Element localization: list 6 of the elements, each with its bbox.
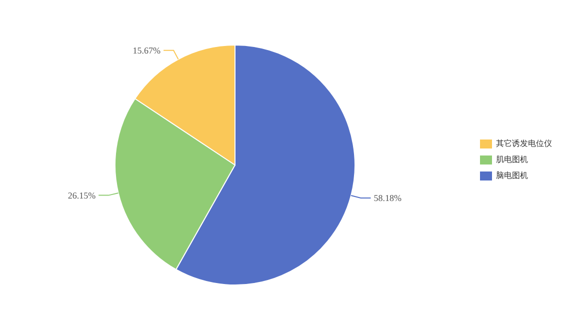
legend-label: 脑电图机 [496,171,528,180]
legend-label: 肌电图机 [496,155,528,164]
data-label: 58.18% [374,193,402,204]
legend-label: 其它诱发电位仪 [496,139,552,148]
data-label: 15.67% [132,45,162,56]
data-label: 26.15% [68,190,96,200]
